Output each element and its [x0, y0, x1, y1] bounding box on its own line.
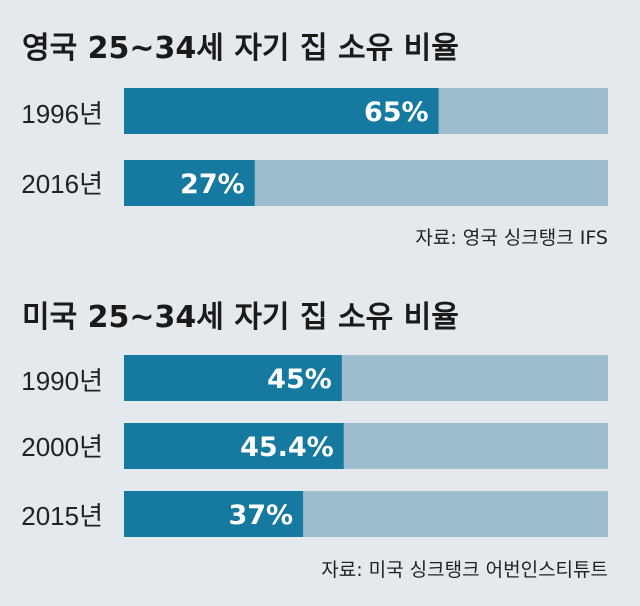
- us-bar-1990: [124, 355, 342, 401]
- us-bar-group: 45% 45.4% 37%: [124, 355, 608, 537]
- uk-value-label-2016: 27%: [180, 169, 245, 200]
- us-bar-2015: [124, 491, 304, 537]
- us-category-label-2015: 2015년: [21, 501, 103, 531]
- us-value-label-1990: 45%: [267, 364, 332, 395]
- uk-bar-1996: [124, 88, 439, 134]
- us-chart-title: 미국 25~34세 자기 집 소유 비율: [22, 300, 459, 335]
- uk-category-label-1996: 1996년: [21, 99, 103, 129]
- us-category-label-2000: 2000년: [21, 432, 103, 462]
- us-bar-2000: [124, 423, 344, 469]
- uk-chart-title: 영국 25~34세 자기 집 소유 비율: [22, 31, 459, 66]
- uk-bar-group: 65% 27%: [124, 88, 608, 206]
- us-source-note: 자료: 미국 싱크탱크 어번인스티튜트: [321, 559, 608, 581]
- us-category-label-1990: 1990년: [21, 366, 103, 396]
- uk-value-label-1996: 65%: [364, 97, 429, 128]
- uk-source-note: 자료: 영국 싱크탱크 IFS: [415, 227, 608, 249]
- uk-bar-2016: [124, 160, 255, 206]
- uk-panel: 영국 25~34세 자기 집 소유 비율 1996년 2016년 65%27% …: [21, 31, 608, 249]
- us-value-label-2000: 45.4%: [240, 432, 334, 463]
- us-value-label-2015: 37%: [228, 500, 293, 531]
- uk-category-label-2016: 2016년: [21, 169, 103, 199]
- us-panel: 미국 25~34세 자기 집 소유 비율 1990년 2000년 2015년 4…: [21, 300, 608, 581]
